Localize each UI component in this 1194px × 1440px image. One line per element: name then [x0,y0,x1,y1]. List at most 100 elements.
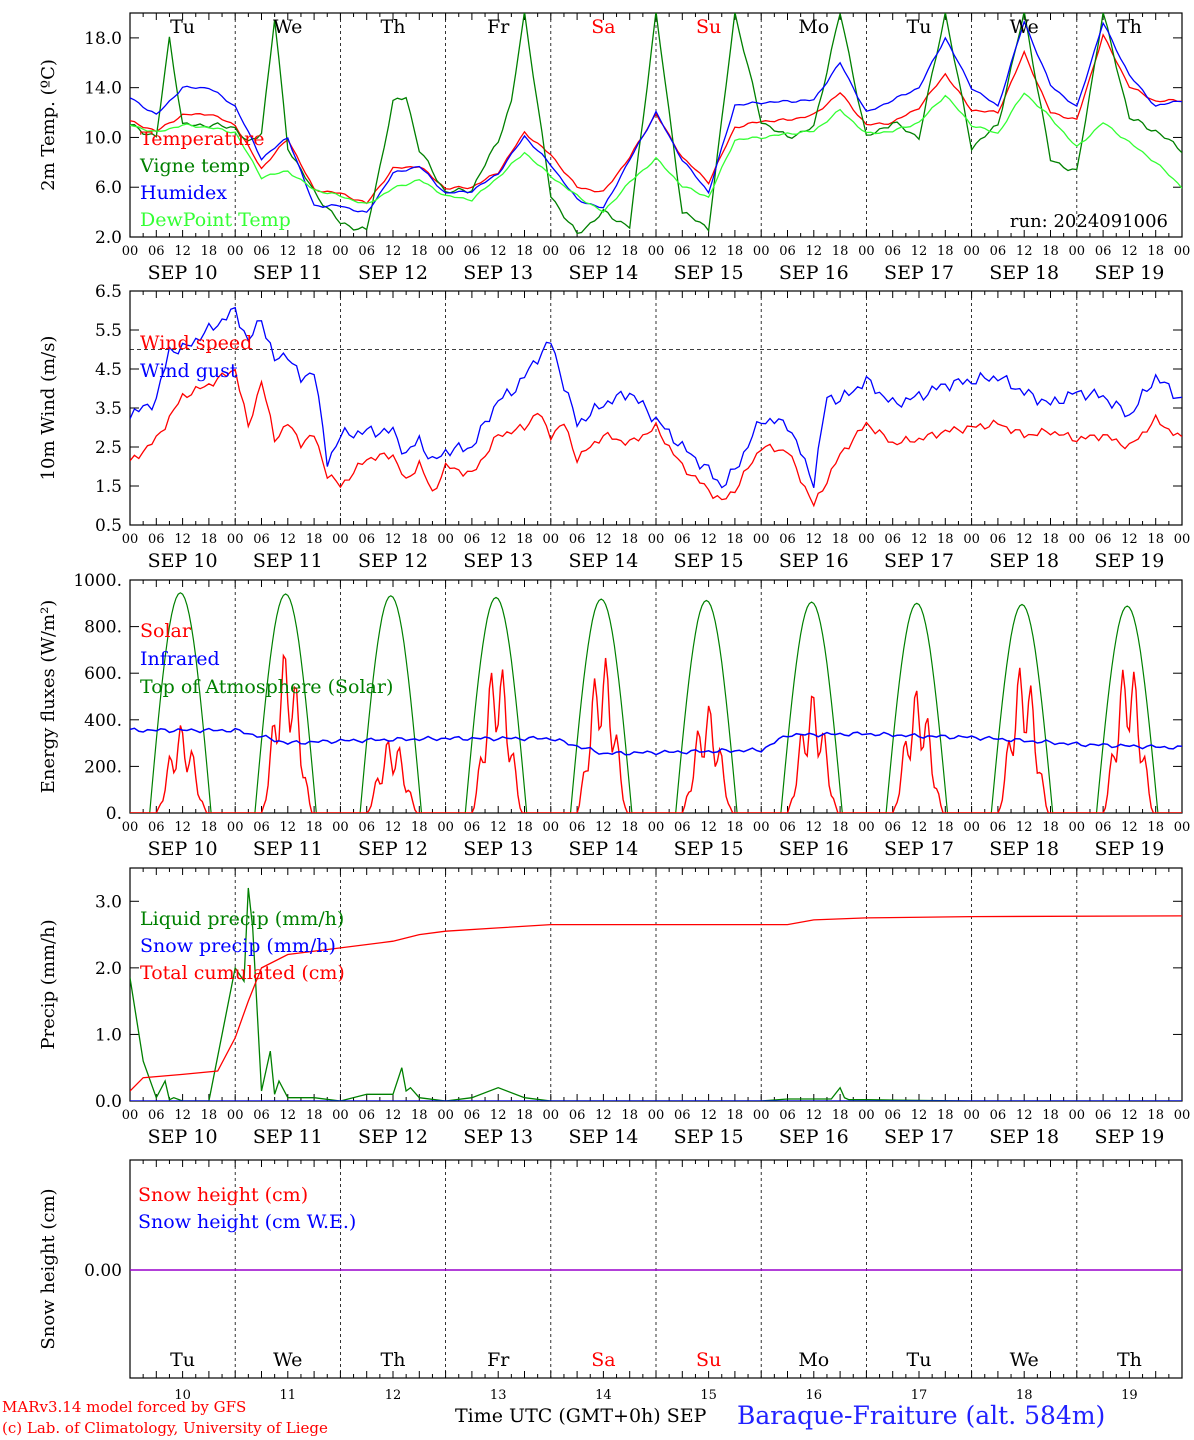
weekday-label: Tu [907,16,932,38]
x-hour-label: 06 [358,820,375,835]
y-tick-label: 0.00 [84,1261,122,1281]
x-hour-label: 12 [1016,532,1033,547]
legend-entry: Snow precip (mm/h) [140,935,336,957]
x-hour-label: 18 [411,532,428,547]
x-hour-label: 18 [516,532,533,547]
x-hour-label: 18 [937,532,954,547]
x-hour-label: 06 [358,532,375,547]
x-date-label: SEP 18 [989,262,1059,284]
x-hour-label: 06 [148,820,165,835]
weekday-label: We [1010,16,1039,38]
x-hour-label: 00 [543,820,560,835]
x-date-label: SEP 13 [463,550,533,572]
x-hour-label: 00 [543,532,560,547]
x-hour-label: 00 [122,244,139,259]
x-hour-label: 00 [648,244,665,259]
x-hour-label: 00 [122,532,139,547]
x-hour-label: 12 [174,244,191,259]
x-date-label: SEP 14 [568,1126,638,1148]
x-hour-label: 06 [1095,1108,1112,1123]
weekday-label: Th [381,1349,406,1371]
x-hour-label: 06 [464,532,481,547]
series-line-liquid-precip-mm-h- [130,887,1182,1101]
x-hour-label: 00 [648,820,665,835]
model-credit: MARv3.14 model forced by GFS [2,1398,247,1416]
x-hour-label: 12 [595,820,612,835]
x-date-label: SEP 16 [779,550,849,572]
legend-entry: DewPoint Temp [140,209,291,231]
x-hour-label: 06 [884,820,901,835]
x-hour-label: 12 [1016,1108,1033,1123]
series-line-wind-gust [130,306,1182,489]
x-hour-label: 18 [1042,820,1059,835]
day-number: 16 [806,1388,823,1403]
y-tick-label: 4.5 [95,360,122,380]
weekday-label: Fr [487,1349,510,1371]
temp-series-group [130,13,1182,235]
x-hour-label: 18 [1147,244,1164,259]
x-date-label: SEP 10 [148,838,218,860]
x-hour-label: 06 [253,1108,270,1123]
x-date-label: SEP 12 [358,550,428,572]
y-tick-label: 600. [84,664,122,684]
x-date-label: SEP 12 [358,838,428,860]
series-line-dewpoint-temp [130,92,1182,213]
x-axis-title: Time UTC (GMT+0h) SEP [455,1405,707,1427]
x-hour-label: 00 [122,820,139,835]
x-hour-label: 12 [911,532,928,547]
x-hour-label: 18 [516,820,533,835]
x-hour-label: 18 [1042,532,1059,547]
x-hour-label: 00 [858,532,875,547]
x-hour-label: 18 [937,820,954,835]
x-hour-label: 06 [253,820,270,835]
x-date-label: SEP 14 [568,262,638,284]
x-hour-label: 00 [753,532,770,547]
y-tick-label: 14.0 [84,79,122,99]
x-hour-label: 06 [569,820,586,835]
y-tick-label: 6.0 [95,178,122,198]
y-tick-label: 5.5 [95,321,122,341]
y-tick-label: 6.5 [95,282,122,302]
y-axis-label: 2m Temp. (ºC) [38,59,59,191]
x-hour-label: 12 [595,532,612,547]
series-line-solar [130,653,1182,813]
x-hour-label: 00 [227,244,244,259]
legend-entry: Snow height (cm W.E.) [138,1211,356,1233]
x-date-label: SEP 10 [148,262,218,284]
x-hour-label: 06 [358,244,375,259]
x-hour-label: 18 [516,244,533,259]
weekday-label: Mo [798,16,829,38]
x-hour-label: 00 [753,1108,770,1123]
x-hour-label: 18 [411,1108,428,1123]
x-hour-label: 12 [911,244,928,259]
x-hour-label: 18 [727,820,744,835]
weekday-label: We [1010,1349,1039,1371]
x-hour-label: 18 [411,820,428,835]
x-hour-label: 12 [806,244,823,259]
x-date-label: SEP 19 [1094,262,1164,284]
weekday-label: Su [696,1349,721,1371]
precip-series-group [130,887,1182,1101]
x-hour-label: 12 [911,820,928,835]
y-tick-label: 0. [106,804,122,824]
x-hour-label: 06 [148,532,165,547]
x-hour-label: 12 [806,820,823,835]
y-tick-label: 3.5 [95,399,122,419]
weekday-label: Tu [170,1349,195,1371]
x-date-label: SEP 17 [884,838,954,860]
x-date-label: SEP 18 [989,550,1059,572]
x-hour-label: 18 [1147,820,1164,835]
x-hour-label: 18 [937,244,954,259]
x-hour-label: 18 [621,244,638,259]
x-hour-label: 12 [1016,244,1033,259]
day-number: 14 [595,1388,612,1403]
x-date-label: SEP 11 [253,550,323,572]
legend-entry: Solar [140,620,192,642]
x-hour-label: 06 [569,244,586,259]
legend-entry: Wind speed [140,332,252,354]
weekday-label: Sa [591,16,615,38]
legend-entry: Total cumulated (cm) [140,962,345,984]
x-hour-label: 00 [122,1108,139,1123]
x-hour-label: 18 [201,820,218,835]
y-tick-label: 800. [84,618,122,638]
